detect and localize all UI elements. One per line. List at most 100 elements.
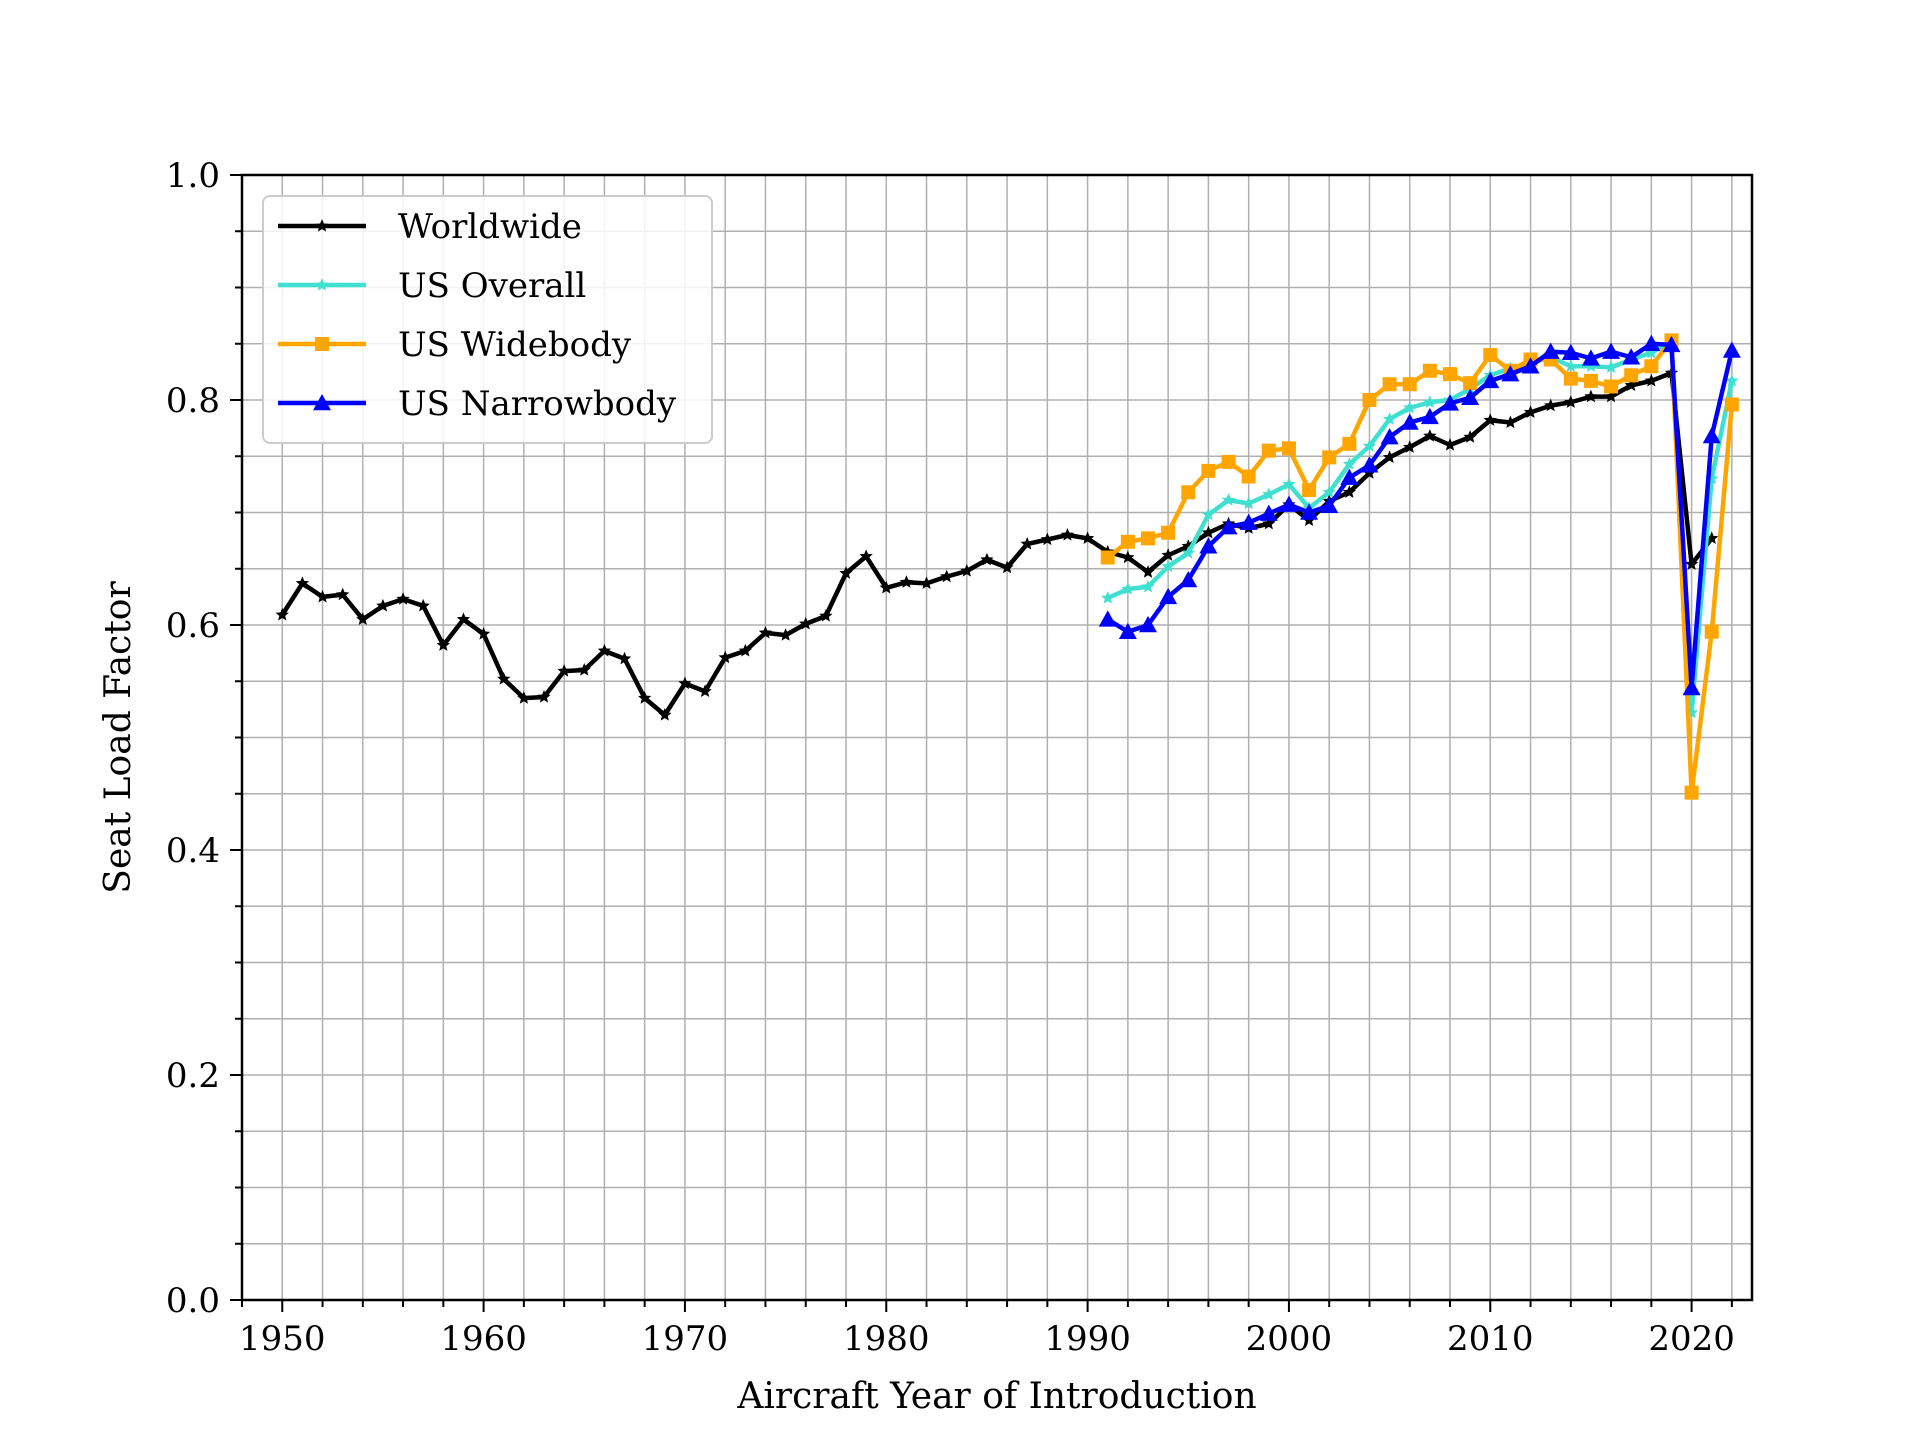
data-point-us-widebody — [1463, 376, 1478, 391]
data-point-us-overall — [1725, 373, 1739, 387]
data-point-us-widebody — [1624, 368, 1639, 383]
data-point-worldwide — [537, 690, 551, 703]
legend-marker-us-widebody — [315, 337, 329, 351]
data-point-worldwide — [638, 691, 652, 704]
data-point-us-narrowbody — [1702, 427, 1721, 444]
ticks — [230, 174, 1733, 1312]
data-point-worldwide — [1523, 405, 1538, 419]
data-point-worldwide — [738, 643, 752, 657]
x-axis-title: Aircraft Year of Introduction — [736, 1376, 1256, 1417]
data-point-worldwide — [1503, 415, 1518, 429]
data-point-worldwide — [1684, 557, 1699, 570]
data-point-worldwide — [617, 651, 632, 665]
data-point-worldwide — [1362, 466, 1377, 479]
data-point-us-overall — [1242, 496, 1256, 510]
data-point-us-widebody — [1604, 379, 1619, 394]
data-point-worldwide — [315, 589, 330, 603]
y-tick-label: 1.0 — [166, 156, 220, 196]
data-point-worldwide — [1403, 440, 1417, 453]
data-point-worldwide — [899, 575, 914, 588]
data-point-worldwide — [497, 672, 511, 685]
data-point-worldwide — [1201, 525, 1216, 539]
data-point-worldwide — [295, 576, 310, 590]
legend-marker-worldwide — [315, 219, 329, 232]
data-point-us-widebody — [1281, 441, 1296, 456]
data-point-us-widebody — [1100, 550, 1115, 565]
y-tick-label: 0.8 — [166, 381, 220, 421]
data-point-us-narrowbody — [1400, 413, 1419, 430]
data-point-worldwide — [819, 609, 833, 622]
y-tick-label: 0.0 — [166, 1281, 220, 1321]
data-point-worldwide — [980, 552, 994, 566]
data-point-us-narrowbody — [1682, 679, 1701, 696]
legend-label: US Overall — [398, 266, 586, 306]
data-point-worldwide — [376, 598, 390, 612]
legend-item-us-narrowbody: US Narrowbody — [278, 384, 677, 424]
data-point-us-widebody — [1382, 377, 1397, 392]
data-point-us-widebody — [1644, 359, 1659, 374]
data-point-us-widebody — [1342, 436, 1357, 451]
data-point-us-overall — [1564, 359, 1578, 372]
x-tick-label: 2000 — [1246, 1319, 1333, 1359]
data-point-us-narrowbody — [1561, 343, 1580, 360]
data-point-us-widebody — [1302, 483, 1317, 497]
x-tick-label: 1990 — [1044, 1319, 1131, 1359]
data-point-us-narrowbody — [1602, 342, 1621, 359]
data-point-us-widebody — [1443, 367, 1457, 382]
x-tick-label: 1970 — [642, 1319, 729, 1359]
data-point-us-narrowbody — [1441, 394, 1459, 411]
data-point-us-widebody — [1201, 463, 1216, 478]
data-point-us-widebody — [1141, 531, 1155, 546]
data-point-us-narrowbody — [1320, 496, 1339, 513]
data-point-us-overall — [1201, 507, 1216, 521]
data-point-us-overall — [1604, 360, 1618, 374]
data-point-worldwide — [336, 587, 350, 601]
series-us-widebody — [1100, 333, 1739, 800]
data-point-worldwide — [396, 592, 410, 605]
data-point-worldwide — [1000, 560, 1014, 574]
data-point-worldwide — [1161, 548, 1175, 561]
data-point-worldwide — [919, 576, 934, 590]
data-point-us-narrowbody — [1581, 349, 1600, 366]
data-point-us-narrowbody — [1642, 334, 1661, 351]
data-point-us-narrowbody — [1722, 341, 1741, 358]
legend-item-us-widebody: US Widebody — [278, 325, 632, 365]
data-point-us-widebody — [1322, 450, 1337, 465]
data-point-worldwide — [557, 664, 571, 677]
data-point-us-narrowbody — [1118, 622, 1137, 639]
x-tick-label: 1950 — [239, 1319, 326, 1359]
legend-label: Worldwide — [398, 207, 582, 247]
legend-marker-us-narrowbody — [313, 394, 331, 411]
y-axis-title: Seat Load Factor — [98, 581, 139, 894]
data-point-worldwide — [940, 569, 954, 583]
legend-item-us-overall: US Overall — [278, 266, 586, 306]
data-point-worldwide — [859, 549, 873, 563]
data-point-worldwide — [718, 650, 732, 664]
x-tick-label: 1980 — [843, 1319, 930, 1359]
legend-item-worldwide: Worldwide — [278, 207, 582, 247]
data-point-us-narrowbody — [1420, 407, 1439, 425]
data-point-us-overall — [1161, 559, 1175, 573]
data-point-us-widebody — [1422, 363, 1437, 378]
data-point-worldwide — [839, 566, 853, 579]
data-point-us-widebody — [1161, 525, 1176, 540]
data-point-worldwide — [678, 676, 692, 690]
data-point-us-narrowbody — [1622, 348, 1641, 365]
data-point-us-widebody — [1362, 393, 1377, 407]
data-point-worldwide — [436, 638, 450, 651]
data-point-us-overall — [1423, 395, 1437, 408]
data-point-us-overall — [1282, 477, 1296, 491]
data-point-worldwide — [456, 612, 471, 626]
data-point-worldwide — [1604, 389, 1618, 403]
data-point-worldwide — [960, 564, 974, 577]
data-point-worldwide — [879, 580, 893, 594]
data-point-worldwide — [597, 643, 612, 657]
data-point-us-overall — [1644, 345, 1658, 359]
data-point-us-narrowbody — [1340, 468, 1359, 485]
data-point-us-overall — [1403, 400, 1417, 414]
data-point-worldwide — [1020, 537, 1034, 550]
data-point-us-narrowbody — [1098, 610, 1117, 627]
data-point-us-widebody — [1120, 534, 1135, 549]
data-point-worldwide — [1443, 438, 1457, 451]
